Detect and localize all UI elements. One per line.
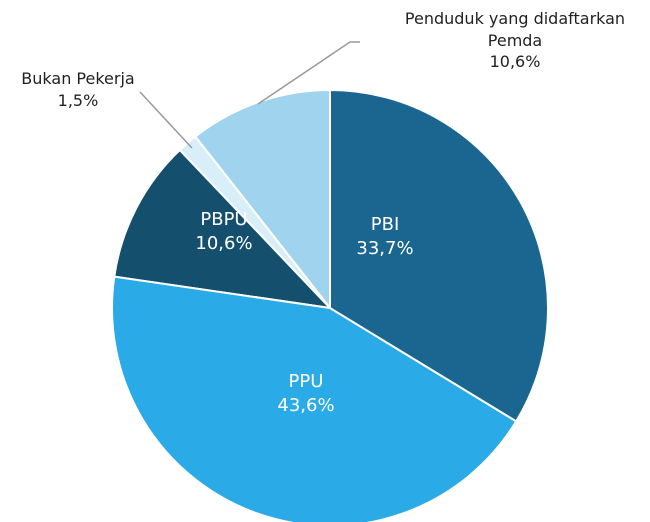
pie-slice [111,275,518,522]
slice-value: 10,6% [195,233,253,255]
slice-name: Penduduk yang didaftarkan Pemda [404,9,626,50]
slice-value: 10,6% [489,52,541,72]
pie-slice [113,148,333,310]
slice-label: PBPU 10,6% [195,208,252,257]
slice-label: PBI 33,7% [356,213,413,262]
leader-line [257,41,360,105]
slice-value: 43,6% [277,395,335,417]
slice-name: Bukan Pekerja [21,69,135,88]
pie-slice [329,88,549,423]
slice-name: PPU [288,371,324,392]
slice-label: PPU 43,6% [277,370,334,419]
slice-name: PBPU [200,209,248,230]
slice-label: Bukan Pekerja 1,5% [21,68,134,111]
leader-line [139,91,193,149]
slice-name: PBI [370,214,400,235]
slice-label: Penduduk yang didaftarkan Pemda 10,6% [395,8,635,73]
pie-slice [193,88,331,311]
slice-value: 1,5% [57,90,99,110]
slice-value: 33,7% [356,238,414,260]
